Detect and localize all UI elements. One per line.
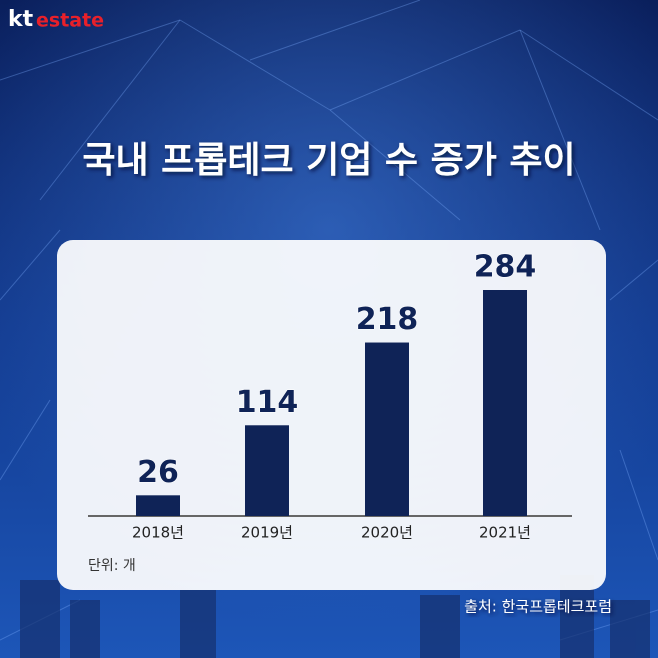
x-tick-label: 2020년 bbox=[361, 524, 413, 542]
bar bbox=[136, 495, 180, 516]
value-label: 218 bbox=[356, 302, 419, 337]
unit-note: 단위: 개 bbox=[88, 558, 136, 574]
chart-title: 국내 프롭테크 기업 수 증가 추이 bbox=[82, 140, 575, 181]
x-tick-label: 2019년 bbox=[241, 524, 293, 542]
source-note: 출처: 한국프롭테크포럼 bbox=[464, 598, 612, 616]
value-label: 284 bbox=[474, 250, 537, 285]
x-tick-label: 2021년 bbox=[479, 524, 531, 542]
bar bbox=[365, 342, 409, 516]
bar bbox=[483, 290, 527, 516]
value-label: 26 bbox=[137, 455, 179, 490]
logo-brand: kt bbox=[8, 7, 34, 32]
city-silhouette bbox=[20, 575, 650, 658]
x-tick-label: 2018년 bbox=[132, 524, 184, 542]
chart-panel bbox=[57, 240, 606, 590]
value-label: 114 bbox=[236, 385, 299, 420]
bar bbox=[245, 425, 289, 516]
logo-name: estate bbox=[36, 10, 104, 32]
